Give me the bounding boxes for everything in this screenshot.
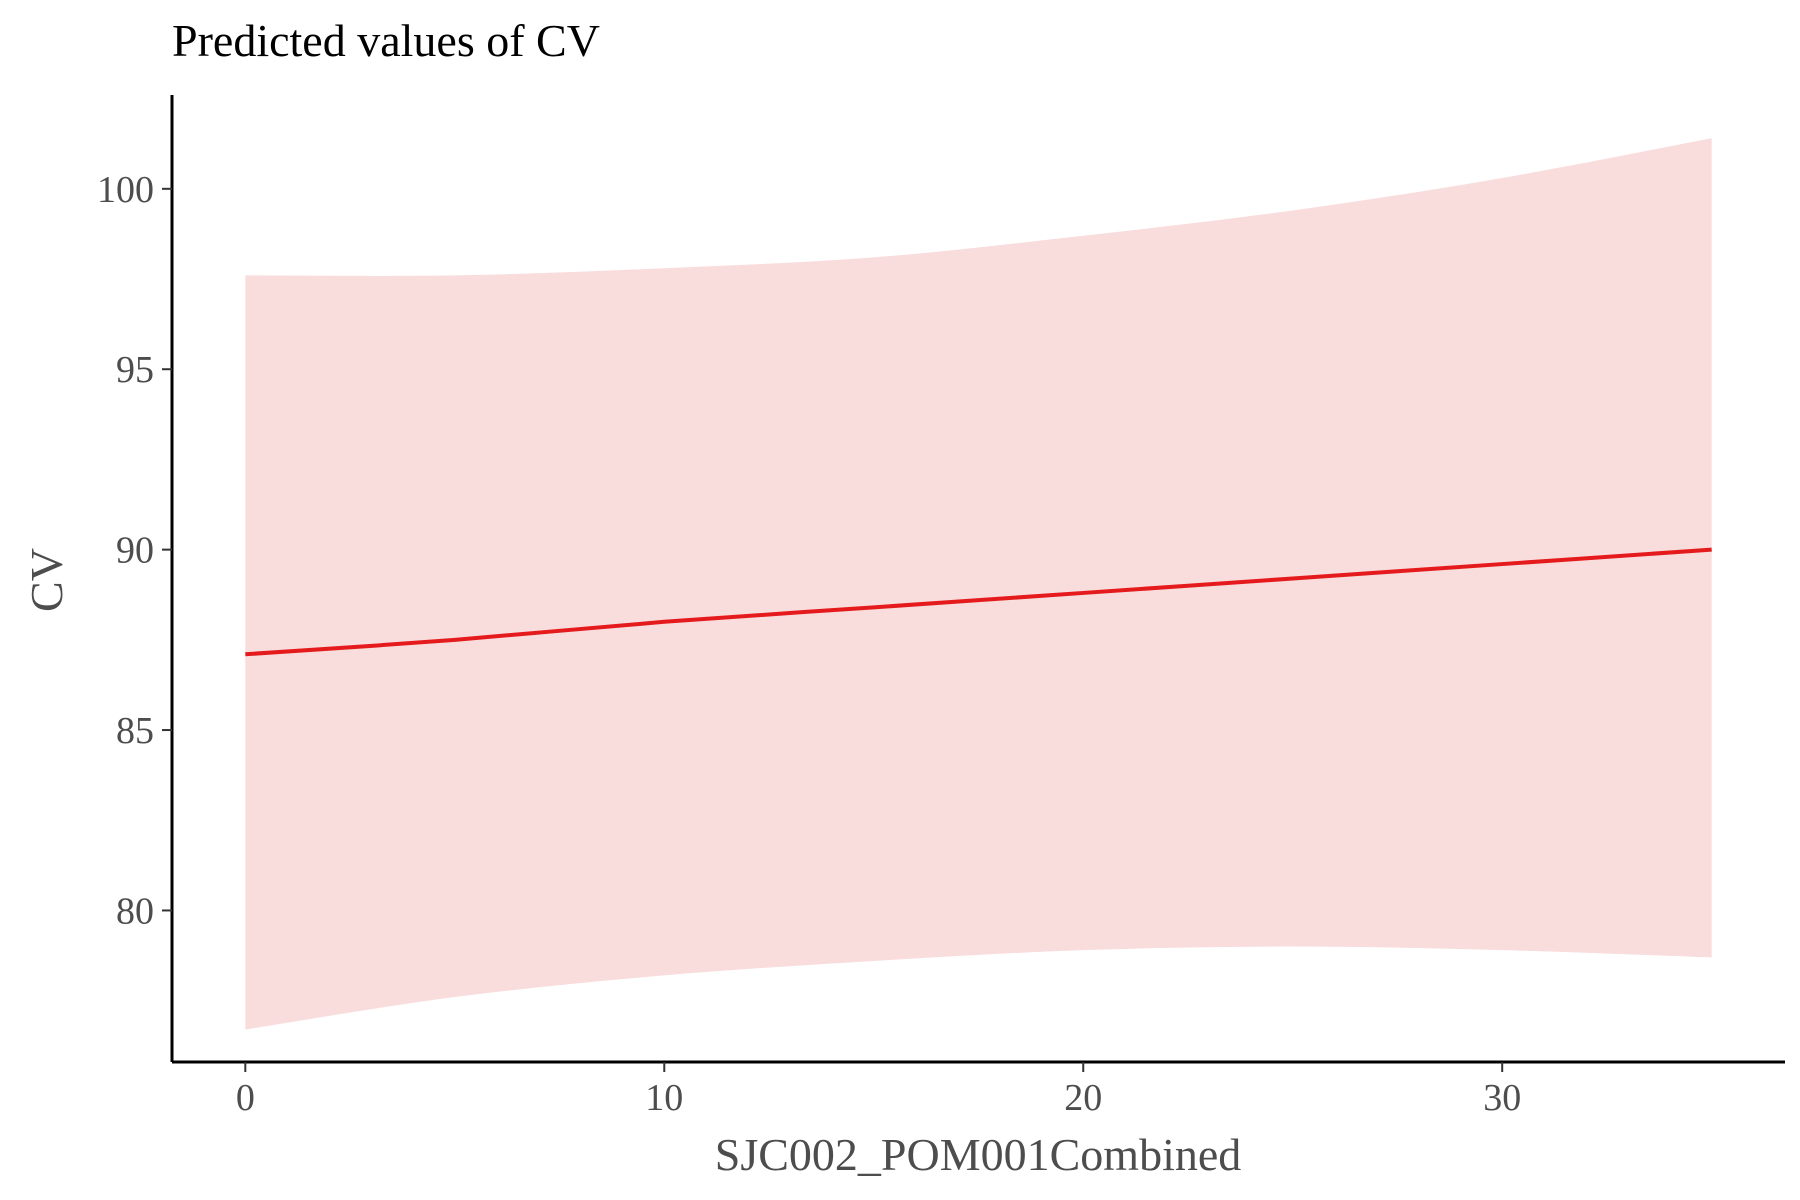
chart-title: Predicted values of CV [172, 15, 600, 66]
x-tick-label: 20 [1064, 1077, 1102, 1119]
x-tick-label: 30 [1483, 1077, 1521, 1119]
x-tick-label: 10 [645, 1077, 683, 1119]
y-tick-label: 95 [116, 349, 154, 391]
y-tick-label: 90 [116, 530, 154, 572]
prediction-line-0 [245, 547, 1712, 657]
y-axis-title: CV [21, 548, 72, 612]
x-axis-title: SJC002_POM001Combined [715, 1129, 1242, 1180]
confidence-band-0 [245, 138, 1712, 1030]
y-tick-label: 80 [116, 890, 154, 932]
y-axis-ticks: 80 85 90 95 100 [97, 169, 172, 932]
y-tick-label: 85 [116, 710, 154, 752]
x-axis-ticks: 0 10 20 30 [236, 1062, 1521, 1119]
plot-area [245, 138, 1712, 1030]
y-tick-label: 100 [97, 169, 154, 211]
x-tick-label: 0 [236, 1077, 255, 1119]
